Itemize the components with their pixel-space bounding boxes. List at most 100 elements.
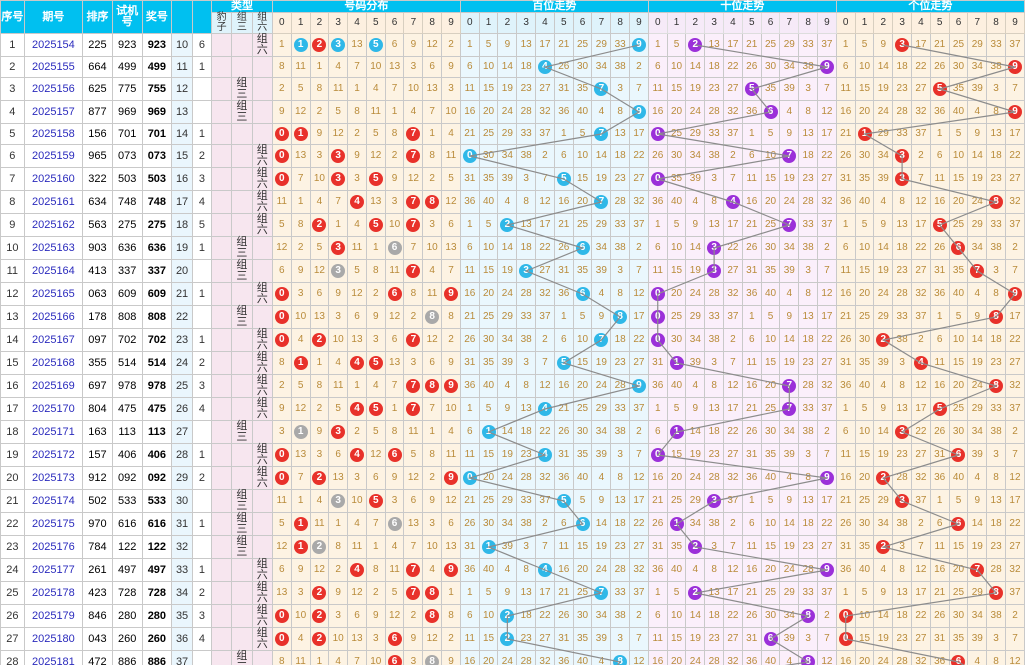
header-digits-6: 6	[384, 12, 405, 34]
cell-issue: 2025172	[23, 443, 84, 467]
header-order[interactable]: 排序	[82, 0, 113, 34]
cell-dist-4: 7	[347, 56, 367, 78]
cell-units-6: 25	[948, 581, 969, 605]
cell-dist-2: 9	[309, 420, 330, 444]
cell-units-3: 23	[892, 77, 912, 101]
cell-tens-5: 1	[741, 489, 762, 513]
cell-units-0: 26	[835, 328, 856, 352]
table-row[interactable]: 16 2025169 697 978 978 25 3 组六 2 5 8 11 1 4 7 7 8 9 36 40 4 8…	[0, 374, 1025, 398]
table-row[interactable]: 19 2025172 157 406 406 28 1 组六 0 13 3 6 4 12 6 5 8 11 11 15…	[0, 443, 1025, 467]
cell-dist-4: 12	[347, 282, 367, 306]
cell-type-zusan	[231, 123, 253, 145]
table-row[interactable]: 18 2025171 163 113 113 27 组三 3 1 9 3 2 5 8 11 1 4 6 1 14 18 2…	[0, 420, 1025, 444]
header-hundreds-1: 1	[478, 12, 499, 34]
table-row[interactable]: 28202518147288688637组三811147106389162024…	[0, 650, 1025, 665]
cell-tens-5: 26	[741, 236, 762, 260]
cell-seq: 20	[0, 466, 25, 490]
table-row[interactable]: 15 2025168 355 514 514 24 2 组六 8 1 1 4 4 5 13 3 6 9 31 35 39…	[0, 351, 1025, 375]
table-row[interactable]: 13 2025166 178 808 808 22 组三 0 10 13 3 6 9 12 2 8 8 21 25 2…	[0, 305, 1025, 329]
cell-hundreds-0: 36	[459, 558, 480, 582]
cell-prize: 113	[141, 420, 173, 444]
cell-dist-0: 8	[271, 56, 292, 78]
cell-tens-7: 19	[779, 167, 800, 191]
cell-tens-5: 21	[741, 213, 762, 237]
cell-hundreds-8: 18	[610, 328, 631, 352]
cell-hundreds-5: 31	[553, 77, 574, 101]
cell-tens-5: 11	[741, 351, 762, 375]
cell-units-4: 22	[911, 236, 931, 260]
cell-dist-8: 11	[422, 282, 443, 306]
table-row[interactable]: 5 2025158 156 701 701 14 1 0 1 9 12 2 5 8 7 1 4 21 25 29 33 3…	[0, 123, 1025, 145]
cell-dist-9: 4	[441, 123, 461, 145]
cell-hundreds-8: 8	[610, 100, 631, 124]
table-row[interactable]: 14 2025167 097 702 702 23 1 组六 0 4 2 10 13 3 6 7 12 2 26 30…	[0, 328, 1025, 352]
cell-dist-0: 11	[271, 190, 292, 214]
dist-ball: 4	[349, 563, 364, 577]
table-row[interactable]: 1 2025154 225 923 923 10 6 组六 1 1 2 3 13 5 6 9 12 2 1 5 9 13 1…	[0, 33, 1025, 57]
table-row[interactable]: 25 2025178 423 728 728 34 2 组六 13 3 2 9 12 2 5 7 8 1 1 5 9 13…	[0, 581, 1025, 605]
cell-tens-3: 18	[704, 56, 725, 78]
cell-hundreds-0: 16	[459, 282, 480, 306]
cell-units-9: 7	[1004, 627, 1025, 651]
cell-dist-7: 7	[403, 236, 424, 260]
cell-dist-3: 3	[328, 259, 349, 283]
cell-hundreds-6: 35	[572, 77, 593, 101]
table-row[interactable]: 27 2025180 043 260 260 36 4 组六 0 4 2 10 13 3 6 9 12 2 11 15…	[0, 627, 1025, 651]
cell-dist-3: 2	[328, 558, 349, 582]
cell-dist-4: 5	[347, 259, 367, 283]
table-row[interactable]: 10 2025163 903 636 636 19 1 组三 12 2 5 3 11 1 6 7 10 13 6 10…	[0, 236, 1025, 260]
cell-dist-3: 12	[328, 123, 349, 145]
cell-hundreds-7: 19	[591, 351, 612, 375]
cell-hundreds-0: 1	[459, 213, 480, 237]
cell-units-5: 11	[929, 535, 950, 559]
hundreds-ball: 0	[462, 149, 477, 163]
cell-dist-9: 11	[441, 144, 461, 168]
table-row[interactable]: 22 2025175 970 616 616 31 1 组三 5 1 11 1 4 7 6 13 3 6 26 30 3…	[0, 512, 1025, 536]
table-row[interactable]: 4 2025157 877 969 969 13 组三 9 12 2 5 8 11 1 4 7 10 16 20 24…	[0, 100, 1025, 124]
cell-hundreds-4: 4	[535, 397, 555, 421]
cell-units-0: 16	[835, 466, 856, 490]
cell-prize: 497	[141, 558, 173, 582]
cell-tens-1: 1	[666, 512, 687, 536]
units-ball: 5	[932, 82, 947, 96]
table-row[interactable]: 17 2025170 804 475 475 26 4 组六 9 12 2 5 4 5 1 7 7 10 1 5 9 13…	[0, 397, 1025, 421]
table-row[interactable]: 3 2025156 625 775 755 12 组三 2 5 8 11 1 4 7 10 13 3 11 15 19…	[0, 77, 1025, 101]
table-row[interactable]: 24 2025177 261 497 497 33 1 组六 6 9 12 2 4 8 11 7 4 9 36 40 4…	[0, 558, 1025, 582]
table-row[interactable]: 8 2025161 634 748 748 17 4 组六 11 1 4 7 4 13 3 7 8 12 36 40 4…	[0, 190, 1025, 214]
cell-dist-4: 4	[347, 512, 367, 536]
cell-type-baozi	[211, 259, 233, 283]
cell-dist-0: 8	[271, 351, 292, 375]
cell-issue: 2025177	[23, 558, 84, 582]
cell-hundreds-8: 38	[610, 420, 631, 444]
cell-hundreds-8: 13	[610, 123, 631, 145]
cell-dist-6: 3	[384, 489, 405, 513]
cell-tens-9: 7	[817, 77, 837, 101]
cell-tens-9: 17	[817, 305, 837, 329]
table-row[interactable]: 7 2025160 322 503 503 16 3 组六 0 7 10 3 3 5 9 12 2 5 31 35 39…	[0, 167, 1025, 191]
cell-prize: 755	[141, 77, 173, 101]
cell-tens-0: 11	[647, 259, 668, 283]
cell-issue: 2025174	[23, 489, 84, 513]
table-row[interactable]: 21 2025174 502 533 533 30 组三 11 1 4 3 10 5 3 6 9 12 21 25 2…	[0, 489, 1025, 513]
table-row[interactable]: 6 2025159 965 073 073 15 2 组六 0 13 3 3 9 12 2 7 8 11 0 30 34…	[0, 144, 1025, 168]
table-row[interactable]: 26 2025179 846 280 280 35 3 组六 0 10 2 3 6 9 12 2 8 8 6 10 2 1…	[0, 604, 1025, 628]
table-row[interactable]: 20 2025173 912 092 092 29 2 组六 0 7 2 13 3 6 9 12 2 9 0 20 24…	[0, 466, 1025, 490]
table-row[interactable]: 11 2025164 413 337 337 20 组三 6 9 12 3 5 8 11 7 4 7 11 15 19…	[0, 259, 1025, 283]
cell-units-6: 25	[948, 213, 969, 237]
cell-tens-4: 2	[723, 328, 743, 352]
table-row[interactable]: 9 2025162 563 275 275 18 5 组六 5 8 2 1 4 5 10 7 3 6 1 5 2 13 17…	[0, 213, 1025, 237]
table-row[interactable]: 2 2025155 664 499 499 11 1 8 11 1 4 7 10 13 3 6 9 6 10 14 18…	[0, 56, 1025, 78]
tens-ball: 1	[669, 517, 684, 531]
cell-hundreds-7: 4	[591, 282, 612, 306]
cell-dist-9: 1	[441, 581, 461, 605]
cell-units-5: 36	[929, 650, 950, 665]
cell-hundreds-3: 3	[516, 167, 537, 191]
cell-order: 043	[82, 627, 113, 651]
table-row[interactable]: 12 2025165 063 609 609 21 1 组六 0 3 6 9 12 2 6 8 11 9 16 20 2…	[0, 282, 1025, 306]
table-row[interactable]: 23 2025176 784 122 122 32 组三 12 1 2 8 11 1 4 7 10 13 31 1 3…	[0, 535, 1025, 559]
cell-type-baozi	[211, 374, 233, 398]
cell-hundreds-6: 20	[572, 374, 593, 398]
cell-tens-5: 11	[741, 535, 762, 559]
cell-dist-2: 2	[309, 535, 330, 559]
cell-hundreds-0: 1	[459, 397, 480, 421]
